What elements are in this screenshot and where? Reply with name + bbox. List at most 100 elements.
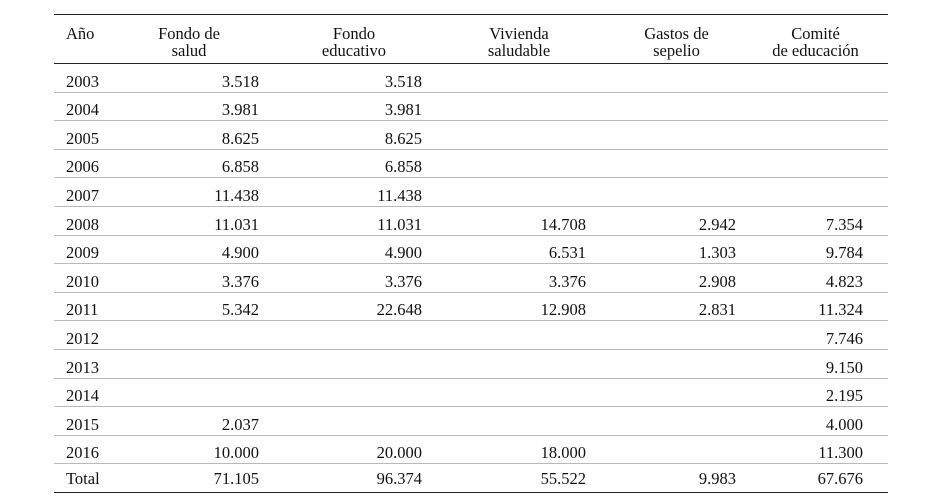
cell-fondo-educativo <box>284 321 444 350</box>
cell-fondo-educativo: 4.900 <box>384 243 422 263</box>
cell-fondo-salud: 5.342 <box>221 300 259 320</box>
cell-comite: 9.784 <box>825 243 863 263</box>
cell-vivienda: 14.708 <box>540 214 586 234</box>
header-fondo-educativo: Fondo educativo <box>284 15 444 64</box>
table-row: 2004 3.981 3.981 <box>54 92 888 121</box>
table-row: 2009 4.900 4.900 6.531 1.303 9.784 <box>54 235 888 264</box>
table-row: 2012 7.746 <box>54 321 888 350</box>
cell-fondo-educativo: 8.625 <box>384 128 422 148</box>
header-comite-line-2: de educación <box>772 41 859 60</box>
cell-fondo-educativo <box>284 378 444 407</box>
cell-gastos <box>594 121 749 150</box>
cell-vivienda <box>444 178 594 207</box>
cell-gastos <box>594 149 749 178</box>
cell-fondo-educativo: 3.518 <box>384 71 422 91</box>
header-vivienda: Vivienda saludable <box>444 15 594 64</box>
header-gastos: Gastos de sepelio <box>594 15 749 64</box>
cell-fondo-salud: 4.900 <box>221 243 259 263</box>
table-row: 2016 10.000 20.000 18.000 11.300 <box>54 435 888 464</box>
total-label: Total <box>66 468 100 488</box>
cell-year: 2015 <box>66 414 99 434</box>
header-vivienda-line-1: Vivienda <box>489 24 549 43</box>
cell-fondo-salud: 6.858 <box>221 157 259 177</box>
data-table: Año Fondo de salud Fondo educativo Vivie… <box>54 14 888 493</box>
cell-year: 2009 <box>66 243 99 263</box>
cell-year: 2012 <box>66 328 99 348</box>
cell-gastos <box>594 349 749 378</box>
table-row: 2010 3.376 3.376 3.376 2.908 4.823 <box>54 264 888 293</box>
cell-fondo-salud: 3.518 <box>221 71 259 91</box>
table-row: 2013 9.150 <box>54 349 888 379</box>
header-fondo-salud-line-1: Fondo de <box>158 24 220 43</box>
cell-fondo-salud: 11.438 <box>214 185 259 205</box>
header-fondo-salud: Fondo de salud <box>134 15 284 64</box>
cell-vivienda <box>444 92 594 121</box>
cell-comite <box>749 121 888 150</box>
cell-year: 2006 <box>66 157 99 177</box>
cell-fondo-educativo: 20.000 <box>376 443 422 463</box>
cell-fondo-salud <box>134 321 284 350</box>
cell-gastos: 2.908 <box>698 271 736 291</box>
cell-comite <box>749 92 888 121</box>
cell-vivienda <box>444 321 594 350</box>
cell-vivienda <box>444 407 594 436</box>
total-row: Total 71.105 96.374 55.522 9.983 67.676 <box>54 463 888 493</box>
header-fondo-salud-line-2: salud <box>171 41 207 60</box>
cell-fondo-educativo: 22.648 <box>376 300 422 320</box>
table-row: 2003 3.518 3.518 <box>54 64 888 93</box>
cell-vivienda: 3.376 <box>548 271 586 291</box>
cell-comite: 4.823 <box>825 271 863 291</box>
header-gastos-line-2: sepelio <box>653 41 700 60</box>
cell-comite <box>749 178 888 207</box>
total-gastos: 9.983 <box>698 468 736 488</box>
cell-comite: 11.300 <box>818 443 863 463</box>
cell-vivienda <box>444 121 594 150</box>
header-year: Año <box>54 15 134 64</box>
cell-fondo-salud <box>134 349 284 378</box>
cell-vivienda: 12.908 <box>540 300 586 320</box>
cell-comite: 11.324 <box>818 300 863 320</box>
cell-gastos <box>594 321 749 350</box>
cell-fondo-salud: 2.037 <box>221 414 259 434</box>
cell-fondo-salud <box>134 378 284 407</box>
table-row: 2006 6.858 6.858 <box>54 149 888 178</box>
table-row: 2011 5.342 22.648 12.908 2.831 11.324 <box>54 292 888 321</box>
cell-year: 2008 <box>66 214 99 234</box>
cell-year: 2014 <box>66 386 99 406</box>
cell-gastos <box>594 435 749 464</box>
cell-fondo-salud: 3.376 <box>221 271 259 291</box>
table-row: 2014 2.195 <box>54 378 888 407</box>
cell-year: 2011 <box>66 300 99 320</box>
cell-year: 2007 <box>66 185 99 205</box>
cell-gastos <box>594 378 749 407</box>
cell-comite <box>749 149 888 178</box>
cell-fondo-educativo <box>284 407 444 436</box>
cell-gastos: 2.831 <box>698 300 736 320</box>
header-vivienda-line-2: saludable <box>487 41 551 60</box>
total-fondo-educativo: 96.374 <box>376 468 422 488</box>
total-comite: 67.676 <box>817 468 863 488</box>
cell-fondo-educativo: 6.858 <box>384 157 422 177</box>
cell-year: 2005 <box>66 128 99 148</box>
table-body: 2003 3.518 3.518 2004 3.981 3.981 2005 8.625 8.6… <box>54 64 888 493</box>
total-fondo-salud: 71.105 <box>213 468 259 488</box>
cell-year: 2004 <box>66 100 99 120</box>
cell-year: 2010 <box>66 271 99 291</box>
header-row: Año Fondo de salud Fondo educativo Vivie… <box>54 14 888 64</box>
header-comite-line-1: Comité <box>791 24 840 43</box>
cell-fondo-educativo: 11.438 <box>377 185 422 205</box>
cell-vivienda: 18.000 <box>540 443 586 463</box>
total-vivienda: 55.522 <box>540 468 586 488</box>
cell-comite <box>749 64 888 93</box>
header-year-label: Año <box>66 24 95 43</box>
cell-fondo-educativo: 3.981 <box>384 100 422 120</box>
cell-gastos <box>594 178 749 207</box>
cell-vivienda <box>444 64 594 93</box>
table-row: 2008 11.031 11.031 14.708 2.942 7.354 <box>54 206 888 236</box>
cell-fondo-salud: 11.031 <box>214 214 259 234</box>
cell-comite: 7.746 <box>825 328 863 348</box>
cell-vivienda <box>444 349 594 378</box>
header-fondo-educativo-line-1: Fondo <box>332 24 376 43</box>
cell-fondo-salud: 8.625 <box>221 128 259 148</box>
header-gastos-line-1: Gastos de <box>644 24 709 43</box>
